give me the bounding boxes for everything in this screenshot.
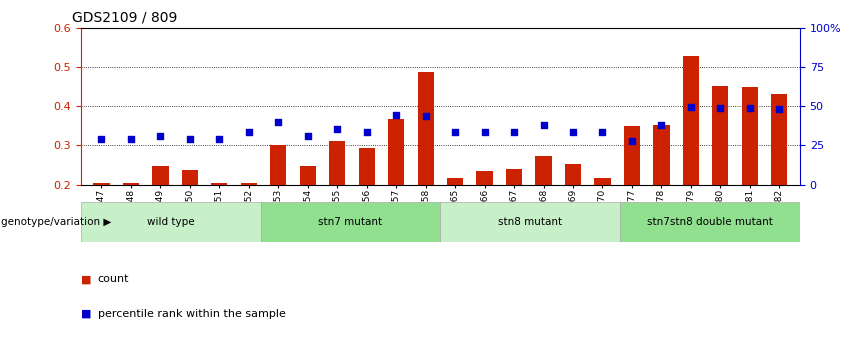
Bar: [565, 164, 581, 185]
Bar: [771, 94, 787, 185]
Text: stn7 mutant: stn7 mutant: [318, 217, 383, 227]
Point: [360, 130, 374, 135]
Text: ■: ■: [81, 309, 91, 319]
Bar: [358, 148, 374, 185]
Bar: [152, 166, 168, 185]
Point: [537, 122, 551, 127]
Point: [477, 129, 491, 134]
Text: stn8 mutant: stn8 mutant: [498, 217, 563, 227]
Bar: [594, 178, 610, 185]
Bar: [418, 71, 434, 185]
Bar: [211, 183, 227, 185]
Point: [654, 122, 668, 128]
Bar: [81, 202, 260, 242]
Point: [743, 105, 757, 111]
Text: stn7stn8 double mutant: stn7stn8 double mutant: [647, 217, 773, 227]
Bar: [447, 178, 463, 185]
Text: percentile rank within the sample: percentile rank within the sample: [98, 309, 286, 319]
Bar: [535, 156, 551, 185]
Point: [773, 106, 786, 111]
Bar: [271, 145, 287, 185]
Point: [183, 137, 197, 142]
Point: [419, 113, 432, 119]
Point: [507, 130, 521, 135]
Text: genotype/variation ▶: genotype/variation ▶: [1, 217, 111, 227]
Point: [124, 137, 138, 142]
Bar: [388, 119, 404, 185]
Point: [94, 137, 108, 142]
Point: [684, 104, 698, 110]
Bar: [624, 127, 640, 185]
Bar: [506, 169, 523, 185]
Bar: [742, 87, 758, 185]
Bar: [440, 202, 620, 242]
Bar: [477, 171, 493, 185]
Bar: [94, 183, 110, 185]
Text: wild type: wild type: [147, 217, 195, 227]
Text: GDS2109 / 809: GDS2109 / 809: [72, 10, 178, 24]
Point: [390, 112, 403, 118]
Bar: [712, 87, 728, 185]
Point: [154, 133, 168, 138]
Point: [213, 137, 226, 142]
Bar: [241, 183, 257, 185]
Bar: [654, 125, 670, 185]
Point: [242, 129, 255, 134]
Bar: [329, 141, 346, 185]
Point: [566, 129, 580, 134]
Bar: [182, 170, 198, 185]
Bar: [260, 202, 440, 242]
Point: [448, 129, 462, 134]
Text: ■: ■: [81, 275, 91, 284]
Point: [596, 130, 609, 135]
Point: [713, 105, 727, 111]
Bar: [300, 166, 316, 185]
Point: [330, 126, 344, 131]
Point: [625, 138, 639, 144]
Point: [271, 119, 285, 125]
Bar: [620, 202, 800, 242]
Bar: [123, 183, 139, 185]
Bar: [683, 56, 699, 185]
Point: [301, 133, 315, 138]
Text: count: count: [98, 275, 129, 284]
